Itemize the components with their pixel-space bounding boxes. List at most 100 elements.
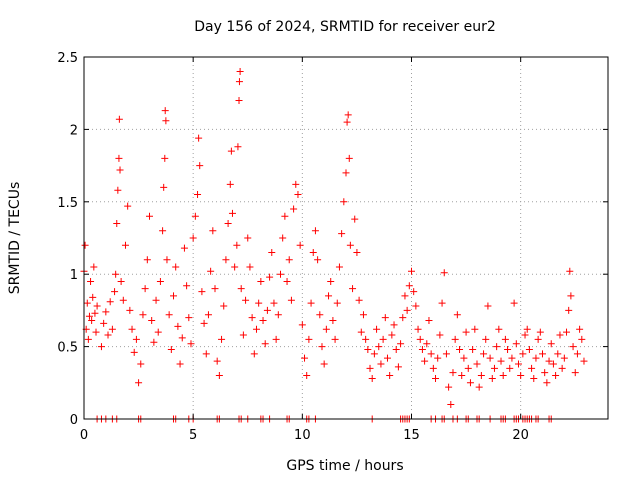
data-point	[405, 282, 413, 290]
data-point	[115, 154, 123, 162]
data-point	[303, 372, 311, 380]
data-point	[250, 350, 258, 358]
data-point	[501, 335, 509, 343]
data-point	[309, 248, 317, 256]
data-point	[115, 115, 123, 123]
data-point	[412, 302, 420, 310]
data-point	[311, 227, 319, 235]
data-point	[539, 350, 546, 358]
data-point	[552, 372, 560, 380]
data-point	[460, 354, 468, 362]
x-tick-label: 0	[80, 428, 88, 443]
y-axis-label: SRMTID / TECUs	[7, 182, 23, 295]
data-point	[185, 314, 193, 322]
data-point	[119, 296, 127, 304]
data-point	[180, 244, 188, 252]
data-point	[268, 248, 276, 256]
data-point	[255, 299, 263, 307]
data-point	[132, 335, 140, 343]
data-point	[554, 350, 562, 358]
data-point	[576, 325, 584, 333]
data-point	[401, 292, 409, 300]
data-point	[449, 369, 457, 377]
data-point	[497, 357, 505, 365]
x-tick-label: 15	[403, 428, 420, 443]
data-point	[183, 282, 191, 290]
data-point	[305, 335, 313, 343]
data-point	[160, 183, 168, 191]
data-point	[174, 322, 182, 330]
data-point	[333, 299, 341, 307]
data-point	[301, 354, 309, 362]
data-point	[296, 241, 304, 249]
chart-title: Day 156 of 2024, SRMTID for receiver eur…	[194, 19, 496, 35]
data-point	[418, 345, 426, 353]
data-point	[471, 325, 479, 333]
data-point	[362, 335, 370, 343]
data-point	[121, 241, 129, 249]
data-point	[139, 311, 147, 319]
data-point	[159, 227, 167, 235]
data-point	[453, 311, 461, 319]
data-point	[84, 335, 92, 343]
data-point	[414, 325, 422, 333]
data-point	[530, 374, 538, 382]
data-point	[499, 372, 507, 380]
data-point	[547, 340, 555, 348]
data-point	[370, 350, 378, 358]
data-point	[408, 267, 415, 275]
data-point	[368, 374, 376, 382]
data-point	[423, 340, 431, 348]
data-point	[521, 331, 529, 339]
data-point	[394, 363, 402, 371]
data-point	[237, 285, 245, 293]
data-point	[259, 317, 267, 325]
data-point	[167, 345, 175, 353]
data-point	[379, 335, 387, 343]
data-point	[235, 96, 243, 104]
data-point	[429, 364, 437, 372]
data-point	[462, 328, 470, 336]
data-point	[224, 220, 232, 228]
data-point	[381, 314, 389, 322]
data-point	[287, 296, 295, 304]
data-point	[189, 234, 197, 242]
data-point	[495, 325, 503, 333]
data-point	[432, 374, 440, 382]
data-point	[242, 296, 250, 304]
data-point	[112, 270, 120, 278]
data-point	[490, 364, 498, 372]
data-point	[410, 288, 418, 296]
data-point	[442, 350, 450, 358]
data-point	[571, 369, 579, 377]
data-point	[486, 354, 494, 362]
data-point	[108, 325, 116, 333]
data-point	[143, 256, 151, 264]
data-point	[113, 220, 121, 228]
data-point	[141, 285, 149, 293]
data-point	[343, 118, 351, 126]
data-point	[228, 209, 236, 217]
data-point	[83, 299, 91, 307]
data-point	[353, 248, 361, 256]
data-point	[92, 328, 100, 336]
y-tick-label: 1	[70, 268, 78, 283]
data-point	[480, 350, 488, 358]
data-point	[320, 360, 328, 368]
data-point	[329, 317, 337, 325]
data-point	[161, 154, 169, 162]
data-point	[340, 198, 348, 206]
x-axis-label: GPS time / hours	[286, 458, 403, 474]
data-point	[198, 288, 206, 296]
data-point	[508, 354, 516, 362]
data-point	[364, 345, 372, 353]
data-point	[322, 325, 330, 333]
data-point	[93, 302, 101, 310]
data-point	[195, 134, 203, 142]
data-point	[536, 328, 544, 336]
data-point	[316, 311, 324, 319]
data-point	[154, 328, 162, 336]
data-point	[150, 338, 158, 346]
data-point	[488, 374, 496, 382]
